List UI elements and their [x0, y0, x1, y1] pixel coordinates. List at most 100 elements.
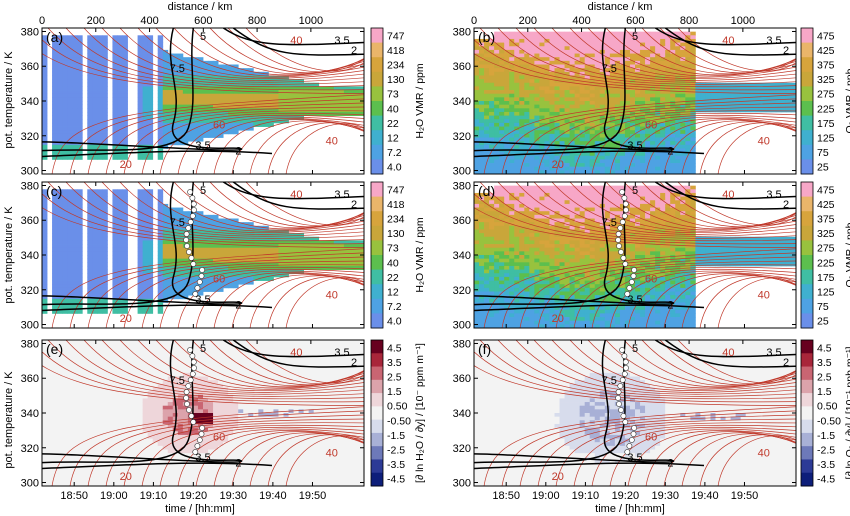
- heatmap-cell: [268, 104, 274, 109]
- heatmap-cell: [358, 86, 364, 91]
- heatmap-cell: [213, 222, 219, 227]
- heatmap-cell: [690, 49, 696, 54]
- heatmap-cell: [223, 269, 229, 274]
- heatmap-cell: [499, 262, 505, 267]
- heatmap-cell: [609, 122, 616, 127]
- heatmap-cell: [635, 108, 641, 113]
- heatmap-cell: [544, 71, 550, 76]
- heatmap-cell: [268, 273, 274, 278]
- heatmap-cell: [213, 79, 219, 84]
- heatmap-cell: [494, 163, 500, 168]
- heatmap-cell: [564, 159, 570, 164]
- heatmap-cell: [283, 262, 289, 267]
- heatmap-cell: [52, 273, 58, 278]
- heatmap-cell: [645, 49, 651, 54]
- heatmap-cell: [489, 170, 495, 174]
- heatmap-cell: [700, 93, 706, 98]
- heatmap-cell: [167, 244, 174, 249]
- heatmap-cell: [52, 53, 58, 58]
- heatmap-cell: [474, 170, 480, 174]
- heatmap-cell: [293, 90, 299, 95]
- heatmap-cell: [147, 141, 154, 146]
- heatmap-cell: [690, 126, 696, 131]
- heatmap-cell: [263, 255, 269, 260]
- heatmap-cell: [635, 68, 641, 73]
- heatmap-cell: [594, 148, 601, 153]
- heatmap-cell: [534, 170, 540, 174]
- trajectory-marker: [194, 285, 201, 291]
- heatmap-cell: [228, 130, 234, 135]
- heatmap-cell: [147, 247, 154, 252]
- heatmap-cell: [715, 82, 721, 87]
- heatmap-cell: [514, 130, 520, 135]
- heatmap-cell: [197, 287, 204, 292]
- heatmap-cell: [584, 159, 591, 164]
- heatmap-cell: [479, 203, 485, 208]
- heatmap-cell: [72, 97, 78, 102]
- heatmap-cell: [645, 126, 651, 131]
- x2-tick-label: 600: [194, 15, 212, 27]
- heatmap-cell: [484, 115, 490, 120]
- heatmap-cell: [589, 82, 596, 87]
- heatmap-cell: [534, 35, 540, 40]
- theta-contour-line: [141, 112, 364, 174]
- heatmap-cell: [564, 64, 570, 69]
- heatmap-cell: [112, 86, 118, 91]
- heatmap-cell: [655, 38, 661, 43]
- heatmap-cell: [288, 82, 294, 87]
- heatmap-cell: [328, 262, 335, 267]
- heatmap-cell: [609, 31, 616, 36]
- heatmap-cell: [665, 82, 671, 87]
- heatmap-cell: [494, 207, 500, 212]
- heatmap-cell: [117, 35, 123, 40]
- heatmap-cell: [544, 35, 550, 40]
- heatmap-cell: [680, 38, 686, 43]
- heatmap-cell: [715, 104, 721, 109]
- heatmap-cell: [705, 104, 711, 109]
- heatmap-cell: [137, 273, 144, 278]
- heatmap-cell: [624, 49, 631, 54]
- heatmap-cell: [489, 258, 495, 263]
- heatmap-cell: [117, 126, 123, 131]
- heatmap-cell: [629, 122, 636, 127]
- heatmap-cell: [142, 82, 149, 87]
- heatmap-cell: [499, 64, 505, 69]
- heatmap-cell: [519, 166, 525, 171]
- heatmap-cell: [665, 166, 671, 171]
- heatmap-cell: [569, 82, 576, 87]
- heatmap-cell: [635, 137, 641, 142]
- heatmap-cell: [484, 68, 490, 73]
- x2-tick-label: 200: [87, 15, 105, 27]
- heatmap-cell: [117, 130, 123, 135]
- heatmap-cell: [112, 196, 118, 201]
- heatmap-cell: [685, 170, 691, 174]
- heatmap-cell: [489, 262, 495, 267]
- heatmap-cell: [218, 222, 224, 227]
- heatmap-cell: [695, 97, 701, 102]
- heatmap-cell: [97, 57, 103, 62]
- heatmap-cell: [182, 93, 189, 98]
- heatmap-cell: [233, 222, 239, 227]
- heatmap-cell: [343, 255, 350, 260]
- heatmap-cell: [494, 200, 500, 205]
- colorbar-tick-label: 325: [817, 74, 835, 86]
- heatmap-cell: [750, 104, 757, 109]
- heatmap-cell: [604, 119, 611, 124]
- heatmap-cell: [514, 155, 520, 160]
- heatmap-cell: [599, 115, 606, 120]
- heatmap-cell: [660, 93, 666, 98]
- heatmap-cell: [162, 298, 169, 303]
- heatmap-cell: [489, 309, 495, 314]
- heatmap-cell: [208, 247, 214, 252]
- heatmap-cell: [554, 130, 560, 135]
- heatmap-cell: [278, 236, 284, 241]
- heatmap-cell: [268, 262, 274, 267]
- heatmap-cell: [770, 90, 777, 95]
- heatmap-cell: [67, 42, 73, 47]
- heatmap-cell: [228, 273, 234, 278]
- heatmap-cell: [494, 324, 500, 328]
- heatmap-cell: [559, 75, 565, 80]
- heatmap-cell: [62, 284, 68, 289]
- heatmap-cell: [97, 46, 103, 51]
- heatmap-cell: [338, 104, 345, 109]
